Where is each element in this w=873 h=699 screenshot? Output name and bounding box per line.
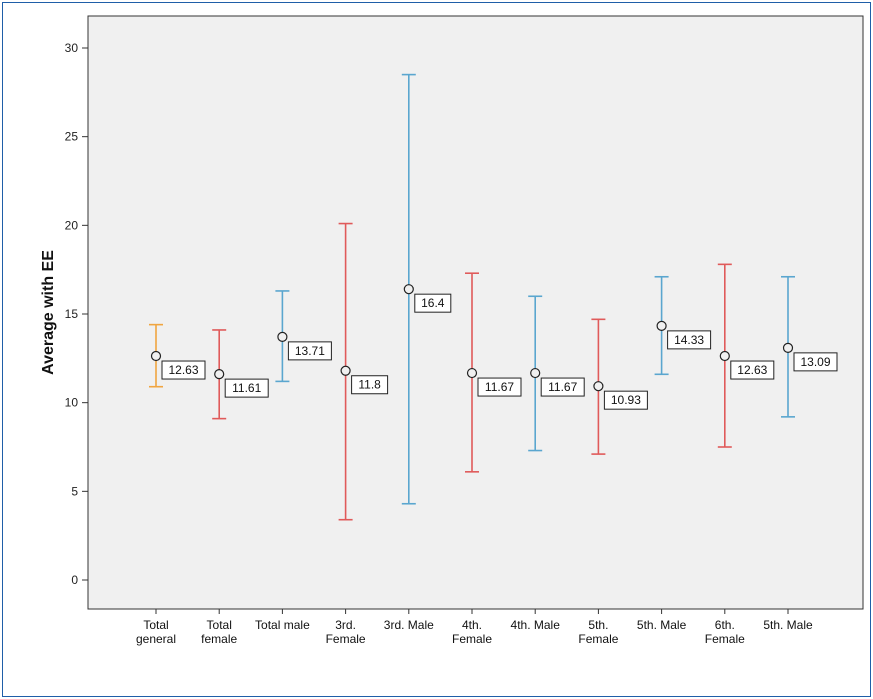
- error-bar-group: 11.67: [528, 295, 585, 452]
- error-bar-group: 11.61: [212, 329, 269, 420]
- error-bar-series: 12.63 11.61 13.71 11.8 16.4 11.67 11.67 10.93 14…: [149, 73, 838, 521]
- x-category-label: 3rd. Male: [384, 618, 434, 632]
- mean-marker: [214, 369, 225, 380]
- mean-marker: [593, 381, 604, 392]
- y-tick-label: 5: [71, 484, 78, 498]
- data-label: 11.8: [358, 378, 381, 392]
- x-category-label: 5th. Male: [637, 618, 687, 632]
- mean-marker: [719, 350, 730, 362]
- data-label: 16.4: [421, 296, 445, 310]
- data-label: 10.93: [611, 393, 641, 407]
- data-label: 12.63: [168, 363, 198, 377]
- y-tick-label: 20: [65, 218, 79, 232]
- y-tick-label: 0: [71, 573, 78, 587]
- data-label: 13.71: [295, 344, 325, 358]
- error-bar-group: 16.4: [401, 73, 452, 505]
- data-label-box: [161, 360, 206, 380]
- x-axis: Total general Total female Total male 3rd. Fem…: [136, 609, 813, 646]
- data-label-box: [540, 377, 585, 397]
- error-bar-group: 10.93: [591, 318, 648, 455]
- data-label: 12.63: [737, 363, 767, 377]
- data-label: 11.67: [485, 380, 514, 394]
- x-category-label: 3rd. Female: [326, 618, 366, 646]
- x-category-label: 5th. Female: [578, 618, 618, 646]
- y-tick-label: 15: [65, 307, 79, 321]
- x-category-label: Total female: [201, 618, 237, 646]
- x-category-label: 5th. Male: [763, 618, 813, 632]
- error-bar-group: 12.63: [149, 323, 206, 388]
- error-bar-group: 13.71: [275, 290, 332, 383]
- data-label-box: [730, 360, 775, 380]
- error-bar-group: 12.63: [717, 263, 775, 448]
- x-category-label: 6th. Female: [705, 618, 745, 646]
- data-label-box: [224, 378, 269, 398]
- x-category-label: 4th. Female: [452, 618, 492, 646]
- data-label-box: [287, 341, 332, 361]
- data-label-box: [351, 375, 389, 395]
- mean-marker: [340, 365, 351, 376]
- error-bar-group: 13.09: [781, 275, 838, 418]
- error-bar-group: 11.8: [338, 222, 389, 521]
- y-tick-label: 10: [65, 396, 79, 410]
- plot-area: [87, 15, 864, 610]
- mean-marker: [150, 350, 162, 362]
- data-label-box: [667, 330, 712, 350]
- error-bar-group: 14.33: [654, 275, 712, 376]
- mean-marker: [530, 367, 541, 379]
- data-label: 11.67: [548, 380, 577, 394]
- y-axis-title: Average with EE: [40, 250, 57, 375]
- data-label-box: [603, 390, 648, 410]
- x-category-label: Total general: [136, 618, 176, 646]
- data-label: 14.33: [674, 333, 704, 347]
- error-bar-group: 11.67: [465, 272, 522, 473]
- mean-marker: [466, 367, 478, 379]
- data-label-box: [477, 377, 522, 397]
- data-label-box: [793, 352, 838, 372]
- y-axis: 0 5 10 15 20 25 30: [65, 41, 88, 587]
- y-tick-label: 25: [65, 130, 79, 144]
- data-label: 11.61: [232, 381, 261, 395]
- mean-marker: [277, 331, 288, 342]
- mean-marker: [782, 342, 794, 353]
- y-tick-label: 30: [65, 41, 79, 55]
- mean-marker: [403, 284, 414, 295]
- x-category-label: 4th. Male: [511, 618, 561, 632]
- data-label-box: [414, 293, 452, 313]
- x-category-label: Total male: [255, 618, 310, 632]
- mean-marker: [656, 320, 667, 331]
- data-label: 13.09: [800, 355, 830, 369]
